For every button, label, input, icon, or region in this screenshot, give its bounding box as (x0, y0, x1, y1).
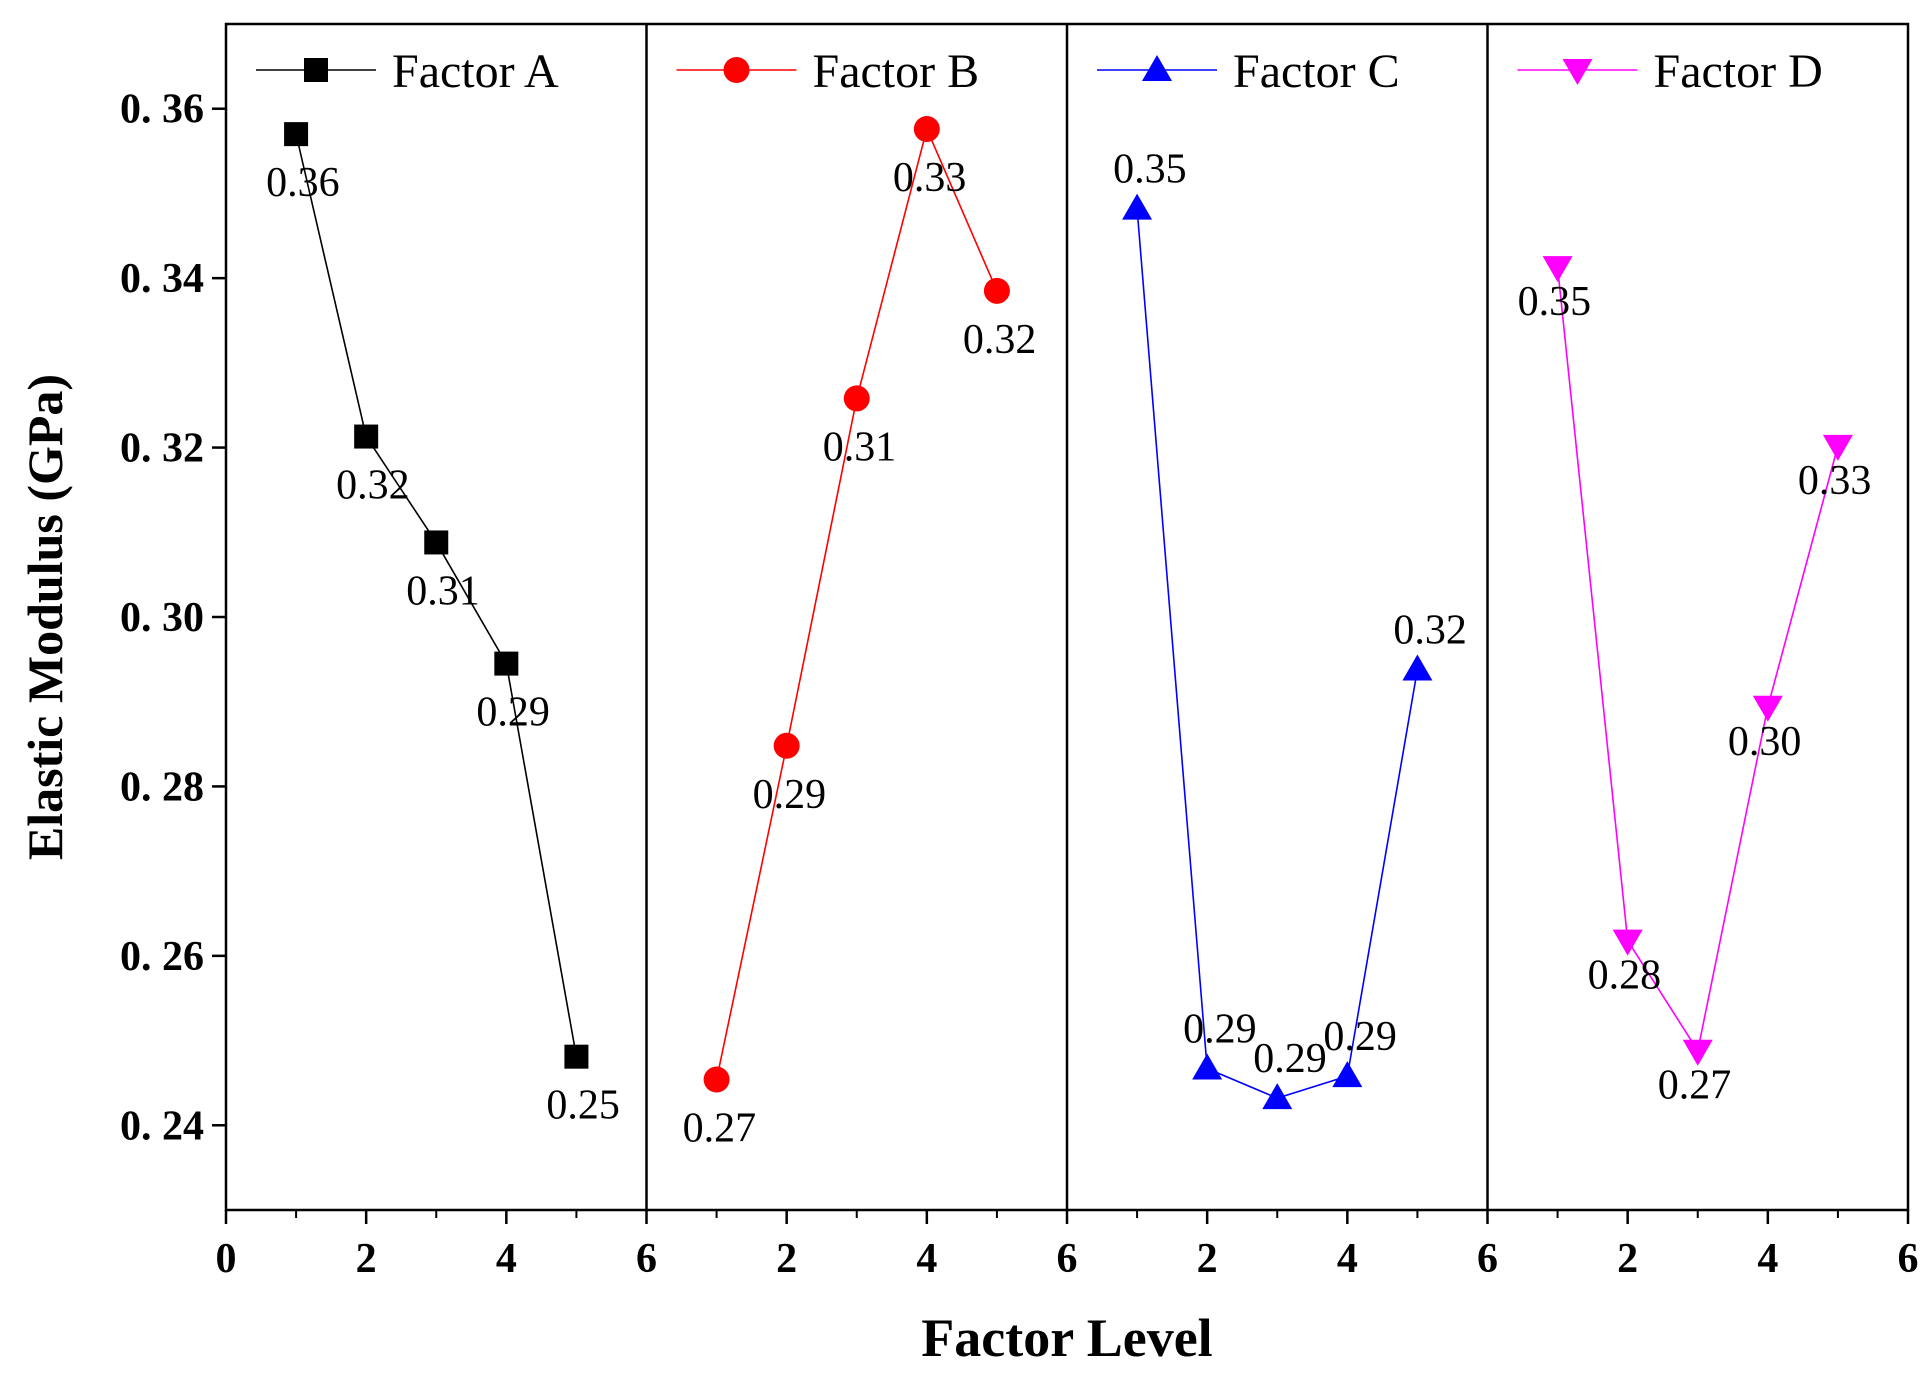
x-axis-title: Factor Level (921, 1308, 1212, 1368)
factor-c-point-5 (1402, 654, 1433, 681)
factor-a-point-5 (564, 1044, 589, 1069)
factor-a-point-3 (424, 530, 449, 555)
factor-c-point-2 (1192, 1053, 1223, 1080)
factor-a-data-label-5: 0.25 (546, 1083, 620, 1129)
factor-c-data-label-4: 0.29 (1323, 1014, 1397, 1060)
x-tick-label: 2 (1617, 1236, 1638, 1282)
factor-a-data-label-1: 0.36 (266, 160, 340, 206)
y-tick-label: 0. 30 (120, 595, 204, 641)
factor-d-data-label-3: 0.27 (1658, 1063, 1732, 1109)
x-tick-label: 6 (636, 1236, 657, 1282)
factor-a-point-1 (284, 122, 309, 147)
factor-b-point-3 (843, 385, 870, 412)
factor-b-point-1 (703, 1066, 730, 1093)
x-tick-label: 2 (356, 1236, 377, 1282)
factor-a-legend-marker (304, 58, 328, 82)
x-tick-label: 4 (1337, 1236, 1358, 1282)
factor-c-data-label-3: 0.29 (1253, 1036, 1327, 1082)
y-tick-label: 0. 36 (120, 87, 204, 133)
factor-d-data-label-2: 0.28 (1588, 953, 1662, 999)
factor-c-data-label-1: 0.35 (1113, 147, 1187, 193)
factor-b-point-4 (913, 116, 940, 143)
x-tick-label: 0 (216, 1236, 237, 1282)
factor-d-point-3 (1682, 1039, 1713, 1066)
factor-b-series-line (715, 126, 998, 1080)
factor-a-point-4 (494, 651, 519, 676)
y-tick-label: 0. 32 (120, 426, 204, 472)
factor-a-data-label-3: 0.31 (406, 568, 480, 614)
factor-b-legend-label: Factor B (813, 45, 980, 98)
y-tick-label: 0. 24 (120, 1103, 204, 1149)
x-tick-label: 6 (1477, 1236, 1498, 1282)
factor-d-point-4 (1752, 695, 1783, 722)
factor-d-data-label-1: 0.35 (1518, 279, 1592, 325)
factor-d-data-label-5: 0.33 (1798, 458, 1872, 504)
factor-b-data-label-4: 0.33 (893, 155, 967, 201)
x-tick-label: 6 (1898, 1236, 1919, 1282)
y-tick-label: 0. 26 (120, 934, 204, 980)
factor-c-legend-marker (1142, 55, 1172, 81)
factor-b-point-5 (983, 277, 1010, 304)
factor-a-point-2 (354, 424, 379, 449)
factor-b-legend-marker (723, 57, 750, 83)
factor-b-point-2 (773, 732, 800, 759)
factor-d-point-5 (1822, 434, 1853, 461)
factor-c-point-4 (1332, 1061, 1363, 1088)
x-tick-label: 6 (1057, 1236, 1078, 1282)
factor-c-point-1 (1122, 193, 1153, 220)
x-tick-label: 4 (916, 1236, 937, 1282)
factor-b-data-label-3: 0.31 (823, 424, 897, 470)
factor-d-point-2 (1612, 929, 1643, 956)
factor-c-point-3 (1262, 1083, 1293, 1110)
factor-a-legend-label: Factor A (392, 45, 559, 98)
x-tick-label: 2 (776, 1236, 797, 1282)
factor-c-data-label-2: 0.29 (1183, 1007, 1257, 1053)
x-tick-label: 4 (1757, 1236, 1778, 1282)
x-tick-label: 2 (1197, 1236, 1218, 1282)
factor-b-data-label-1: 0.27 (683, 1106, 757, 1152)
y-tick-label: 0. 28 (120, 764, 204, 810)
y-tick-label: 0. 34 (120, 256, 204, 302)
factor-c-data-label-5: 0.32 (1393, 608, 1467, 654)
factor-d-legend-marker (1562, 59, 1593, 85)
factor-b-data-label-5: 0.32 (963, 317, 1037, 363)
factor-c-series-line (1136, 208, 1419, 1100)
factor-d-point-1 (1542, 256, 1573, 283)
factor-a-data-label-2: 0.32 (336, 463, 410, 509)
factor-a-data-label-4: 0.29 (476, 690, 550, 736)
y-axis-title: Elastic Modulus (GPa) (17, 374, 73, 860)
factor-c-legend-label: Factor C (1233, 45, 1400, 98)
factor-d-data-label-4: 0.30 (1728, 719, 1802, 765)
factor-d-legend-label: Factor D (1654, 45, 1823, 98)
factor-d-series-line (1556, 267, 1839, 1053)
x-tick-label: 4 (496, 1236, 517, 1282)
factor-b-data-label-2: 0.29 (753, 772, 827, 818)
